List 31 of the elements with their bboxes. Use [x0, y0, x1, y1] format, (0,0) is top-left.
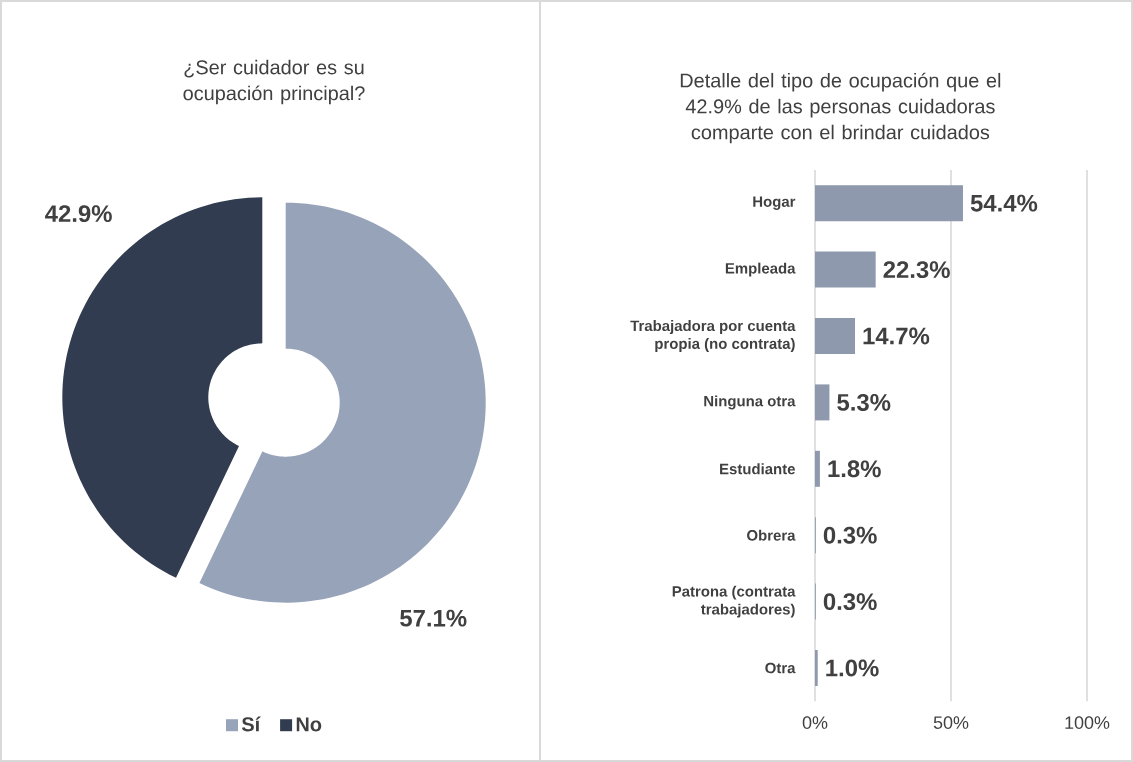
bar — [815, 318, 855, 355]
chart-title: ¿Ser cuidador es su ocupación principal? — [183, 59, 365, 105]
legend-label: Sí — [241, 716, 261, 732]
data-label: 14.7% — [863, 327, 930, 345]
y-tick-label: Patrona (contrata trabajadores) — [672, 585, 796, 618]
bar — [815, 450, 820, 487]
x-tick-label: 50% — [933, 716, 969, 729]
y-tick-label: Estudiante — [720, 463, 795, 475]
bar — [815, 650, 818, 687]
data-label: 54.4% — [970, 194, 1038, 212]
data-label: 22.3% — [883, 261, 950, 279]
data-label: 1.8% — [828, 460, 881, 478]
data-label: 57.1% — [400, 609, 467, 627]
data-label: 0.3% — [823, 593, 877, 611]
bar — [815, 185, 963, 222]
y-tick-label: Otra — [765, 662, 796, 674]
x-tick-label: 100% — [1065, 716, 1110, 729]
data-label: 0.3% — [823, 526, 877, 544]
y-tick-label: Empleada — [725, 262, 796, 277]
bar — [815, 384, 830, 421]
bar — [815, 251, 876, 288]
data-label: 42.9% — [45, 205, 112, 223]
y-tick-label: Trabajadora por cuenta propia (no contrata) — [630, 320, 796, 352]
y-tick-label: Hogar — [753, 196, 796, 210]
legend-label: No — [296, 717, 322, 732]
y-tick-label: Ninguna otra — [704, 395, 796, 410]
data-label: 1.0% — [826, 659, 879, 677]
chart-title: Detalle del tipo de ocupación que el 42.9% de las personas cuidadoras comparte con el brindar cuidados — [680, 72, 1001, 144]
data-label: 5.3% — [837, 393, 891, 411]
x-tick-label: 0% — [802, 716, 828, 729]
y-tick-label: Obrera — [747, 529, 796, 541]
